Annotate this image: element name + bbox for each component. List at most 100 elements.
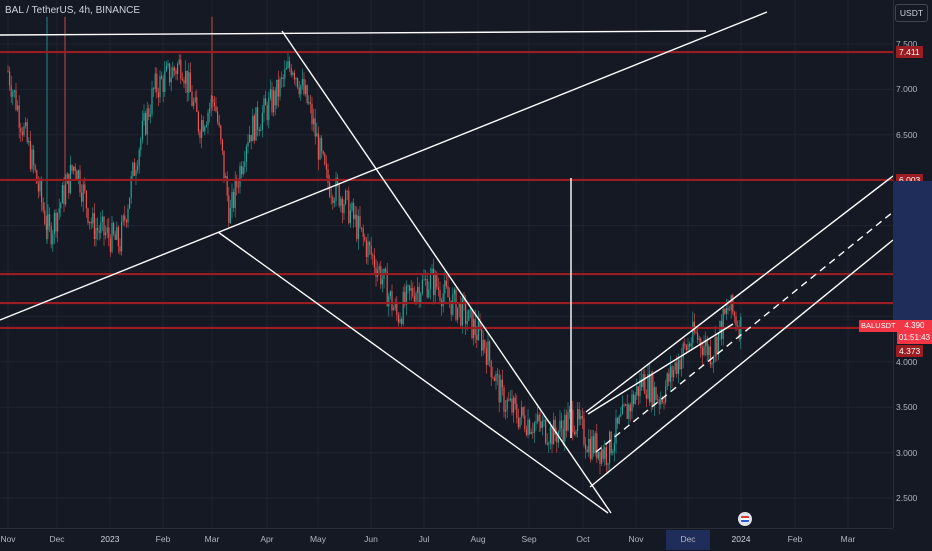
candle-body — [685, 345, 687, 351]
candle-body — [689, 344, 691, 347]
candle-body — [535, 421, 537, 424]
candle-body — [692, 321, 694, 344]
candle-body — [538, 414, 540, 422]
candle-body — [114, 234, 116, 240]
currency-button[interactable]: USDT — [895, 4, 928, 22]
candle-body — [455, 289, 457, 320]
candle-body — [588, 438, 590, 453]
candle-body — [65, 183, 67, 205]
candle-body — [130, 176, 132, 198]
economic-events-icon[interactable] — [738, 512, 752, 526]
candle-body — [684, 343, 686, 346]
candle-body — [213, 102, 215, 107]
trend-line — [0, 30, 707, 36]
candle-body — [529, 419, 531, 434]
candle-body — [250, 134, 252, 142]
candle-body — [252, 115, 254, 142]
candle-body — [277, 79, 279, 97]
candle-body — [625, 404, 627, 406]
candle-body — [354, 214, 356, 220]
time-tick-label: May — [309, 534, 327, 544]
channel-midline — [595, 211, 893, 453]
candle-body — [372, 254, 374, 256]
candle-body — [391, 291, 393, 311]
candle-body — [682, 343, 684, 358]
candle-body — [164, 70, 166, 92]
candle-body — [653, 387, 655, 407]
candle-body — [13, 90, 15, 93]
candle-body — [698, 338, 700, 340]
candle-body — [180, 59, 182, 80]
candle-body — [674, 362, 676, 370]
candle-body — [412, 287, 414, 296]
candle-body — [727, 307, 729, 311]
candle-body — [265, 98, 267, 106]
candle-body — [188, 72, 190, 93]
candle-body — [388, 296, 390, 307]
candle-body — [567, 412, 569, 431]
candle-body — [276, 79, 278, 106]
candle-body — [117, 227, 119, 247]
candle-body — [546, 442, 548, 445]
candle-body — [439, 289, 441, 301]
candle-body — [349, 210, 351, 224]
price-chart[interactable] — [0, 0, 893, 528]
candle-body — [645, 394, 647, 399]
candle-body — [287, 61, 289, 68]
candle-body — [562, 428, 564, 442]
candle-body — [321, 138, 323, 152]
candle-body — [596, 433, 598, 459]
candle-body — [364, 236, 366, 241]
candle-body — [82, 184, 84, 202]
candle-body — [367, 241, 369, 257]
candle-body — [26, 122, 28, 143]
candle-body — [655, 387, 657, 400]
candle-body — [71, 164, 73, 171]
candle-body — [285, 67, 287, 70]
candle-body — [533, 423, 535, 433]
price-tick-label: 3.000 — [896, 447, 918, 458]
trend-line — [587, 323, 734, 415]
candle-body — [199, 131, 201, 139]
candle-body — [116, 227, 118, 240]
time-tick-label: 2024 — [731, 534, 751, 544]
symbol-tag: BALUSDT — [859, 320, 898, 332]
candle-body — [225, 176, 227, 178]
candle-body — [218, 122, 220, 126]
candle-body — [362, 228, 364, 237]
candle-body — [290, 68, 292, 75]
candle-body — [418, 286, 420, 303]
candle-body — [217, 111, 219, 123]
candle-body — [564, 414, 566, 442]
candle-body — [53, 212, 55, 234]
candle-body — [618, 416, 620, 424]
candle-body — [37, 183, 39, 192]
time-tick-label: Apr — [260, 534, 274, 544]
time-axis[interactable]: Nov Dec 2023 Feb Mar Apr May Jun Jul Aug Sep Oct Nov… — [0, 528, 893, 551]
candle-body — [591, 436, 593, 460]
candle-body — [229, 208, 231, 223]
candle-body — [193, 101, 195, 106]
candle-body — [485, 348, 487, 365]
candle-body — [429, 273, 431, 290]
candle-body — [185, 70, 187, 84]
candle-body — [599, 451, 601, 464]
candle-body — [298, 87, 300, 95]
chart-plot-area[interactable] — [0, 0, 893, 528]
candle-body — [162, 78, 164, 92]
candle-body — [196, 97, 198, 112]
candle-body — [173, 67, 175, 71]
candle-body — [468, 309, 470, 321]
candle-body — [559, 420, 561, 432]
candle-body — [719, 321, 721, 333]
candle-body — [385, 268, 387, 272]
candle-body — [631, 394, 633, 412]
candle-body — [105, 232, 107, 236]
price-tick-label: 7.500 — [896, 39, 918, 49]
candle-body — [636, 386, 638, 396]
candle-body — [263, 98, 265, 113]
candle-body — [17, 105, 19, 110]
candle-body — [133, 162, 135, 176]
candle-body — [549, 426, 551, 444]
candle-body — [706, 339, 708, 356]
